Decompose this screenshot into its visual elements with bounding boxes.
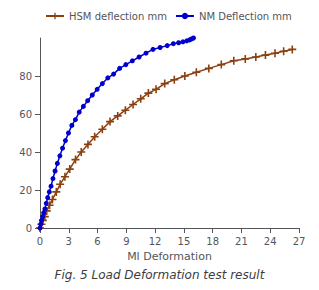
svg-text:6: 6	[94, 236, 100, 247]
svg-text:NM Deflection mm: NM Deflection mm	[199, 11, 292, 22]
svg-text:3: 3	[66, 236, 72, 247]
svg-text:20: 20	[19, 185, 32, 196]
svg-text:60: 60	[19, 109, 32, 120]
svg-text:80: 80	[19, 71, 32, 82]
svg-text:27: 27	[293, 236, 306, 247]
svg-text:15: 15	[178, 236, 191, 247]
svg-text:0: 0	[37, 236, 43, 247]
svg-text:18: 18	[206, 236, 219, 247]
svg-text:9: 9	[123, 236, 129, 247]
svg-text:24: 24	[264, 236, 277, 247]
svg-text:Fig. 5 Load Deformation test r: Fig. 5 Load Deformation test result	[55, 268, 266, 282]
svg-text:40: 40	[19, 147, 32, 158]
svg-text:0: 0	[26, 223, 32, 234]
svg-text:21: 21	[235, 236, 248, 247]
svg-text:HSM deflection mm: HSM deflection mm	[69, 11, 167, 22]
svg-text:12: 12	[149, 236, 162, 247]
svg-text:Ml Deformation: Ml Deformation	[127, 250, 212, 263]
